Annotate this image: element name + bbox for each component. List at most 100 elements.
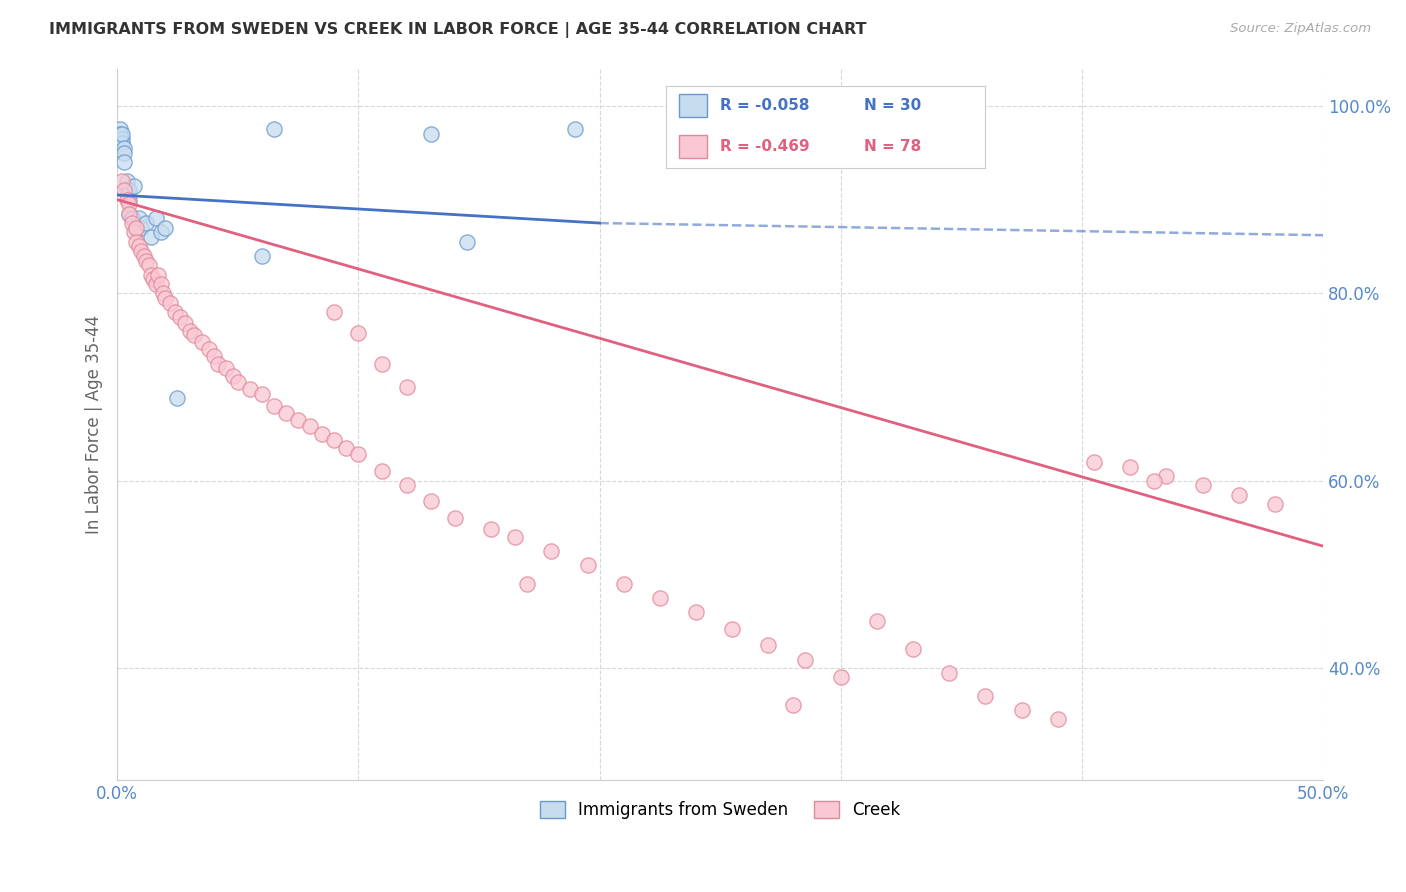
Point [118, 207, 141, 221]
Point [111, 127, 134, 141]
Point [347, 447, 370, 461]
Point [131, 220, 153, 235]
Point [215, 361, 238, 376]
Point [1191, 478, 1213, 492]
Point [222, 368, 245, 383]
Point [721, 622, 744, 636]
Point [132, 249, 155, 263]
Point [323, 434, 346, 448]
Point [125, 220, 148, 235]
Point [371, 357, 394, 371]
Point [118, 183, 141, 197]
Point [419, 494, 441, 508]
Point [190, 334, 212, 349]
Point [111, 174, 134, 188]
Point [155, 291, 177, 305]
Point [179, 324, 201, 338]
Point [112, 145, 135, 160]
Point [128, 239, 150, 253]
Point [1264, 497, 1286, 511]
Point [142, 272, 165, 286]
Point [1046, 713, 1069, 727]
Point [564, 122, 586, 136]
Point [112, 183, 135, 197]
Point [131, 244, 153, 259]
Point [371, 464, 394, 478]
Point [444, 511, 467, 525]
Point [125, 235, 148, 249]
Point [173, 316, 195, 330]
Point [1156, 469, 1178, 483]
Point [395, 478, 418, 492]
Text: IMMIGRANTS FROM SWEDEN VS CREEK IN LABOR FORCE | AGE 35-44 CORRELATION CHART: IMMIGRANTS FROM SWEDEN VS CREEK IN LABOR… [49, 22, 866, 38]
Point [121, 211, 143, 226]
Point [311, 426, 333, 441]
Point [1143, 474, 1166, 488]
Point [287, 413, 309, 427]
Point [121, 211, 143, 226]
Point [148, 268, 170, 282]
Y-axis label: In Labor Force | Age 35-44: In Labor Force | Age 35-44 [86, 315, 103, 534]
Point [128, 211, 150, 226]
Point [112, 141, 135, 155]
Point [1083, 455, 1105, 469]
Point [138, 258, 160, 272]
Point [974, 689, 997, 703]
Point [166, 391, 188, 405]
Point [613, 576, 636, 591]
Point [419, 127, 441, 141]
Text: Source: ZipAtlas.com: Source: ZipAtlas.com [1230, 22, 1371, 36]
Point [866, 614, 889, 628]
Point [540, 544, 562, 558]
Point [121, 216, 143, 230]
Point [115, 183, 138, 197]
Legend: Immigrants from Sweden, Creek: Immigrants from Sweden, Creek [533, 794, 907, 825]
Point [118, 193, 141, 207]
Point [108, 127, 131, 141]
Point [938, 665, 960, 680]
Point [125, 220, 148, 235]
Point [503, 530, 526, 544]
Point [323, 305, 346, 319]
Point [122, 178, 145, 193]
Point [299, 419, 322, 434]
Point [202, 349, 225, 363]
Point [648, 591, 671, 605]
Point [145, 277, 167, 291]
Point [135, 253, 157, 268]
Point [335, 441, 357, 455]
Point [1119, 459, 1142, 474]
Point [183, 328, 205, 343]
Point [145, 211, 167, 226]
Point [139, 230, 162, 244]
Point [155, 220, 177, 235]
Point [226, 376, 249, 390]
Point [108, 122, 131, 136]
Point [122, 226, 145, 240]
Point [758, 638, 780, 652]
Point [169, 310, 191, 324]
Point [479, 522, 502, 536]
Point [274, 406, 297, 420]
Point [239, 382, 262, 396]
Point [250, 249, 273, 263]
Point [793, 653, 815, 667]
Point [165, 305, 187, 319]
Point [159, 295, 181, 310]
Point [135, 216, 157, 230]
Point [139, 268, 162, 282]
Point [149, 226, 172, 240]
Point [112, 155, 135, 169]
Point [250, 387, 273, 401]
Point [395, 380, 418, 394]
Point [115, 174, 138, 188]
Point [456, 235, 478, 249]
Point [263, 399, 285, 413]
Point [152, 286, 174, 301]
Point [1011, 703, 1033, 717]
Point [118, 207, 141, 221]
Point [115, 193, 138, 207]
Point [830, 670, 852, 684]
Point [263, 122, 285, 136]
Point [111, 132, 134, 146]
